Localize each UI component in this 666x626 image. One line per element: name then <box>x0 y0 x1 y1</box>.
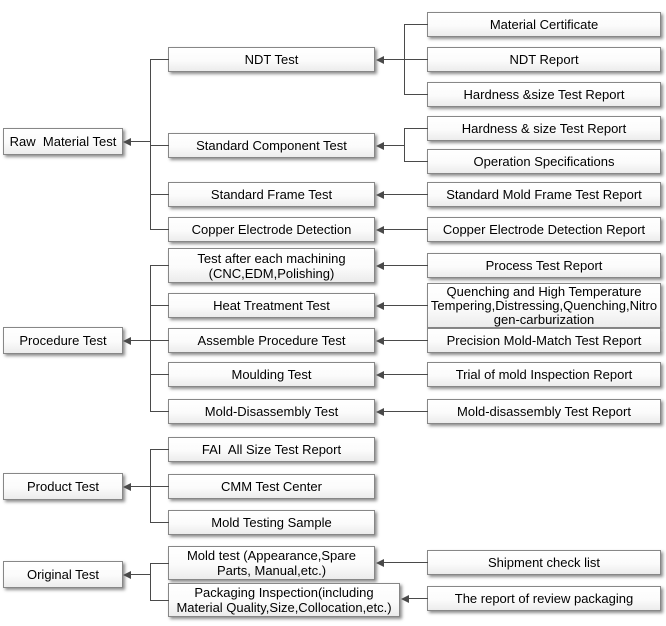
arrowhead-left-icon <box>376 262 384 270</box>
connector-line <box>150 305 169 306</box>
connector-line <box>404 128 428 129</box>
node-product-test: Product Test <box>3 473 123 500</box>
arrowhead-left-icon <box>376 142 384 150</box>
node-precision-mold-match-test-report: Precision Mold-Match Test Report <box>427 328 661 353</box>
node-mold-disassembly-test: Mold-Disassembly Test <box>168 399 375 424</box>
connector-line <box>404 161 428 162</box>
arrowhead-left-icon <box>123 138 131 146</box>
arrowhead-left-icon <box>376 191 384 199</box>
node-fai-all-size-test-report: FAI All Size Test Report <box>168 437 375 462</box>
node-standard-component-test: Standard Component Test <box>168 133 375 158</box>
arrowhead-left-icon <box>376 337 384 345</box>
connector-line <box>150 59 151 230</box>
connector-line <box>150 563 151 601</box>
connector-line <box>150 411 169 412</box>
node-hardness-size-test-report-1: Hardness &size Test Report <box>427 82 661 107</box>
node-operation-specifications: Operation Specifications <box>427 149 661 174</box>
arrowhead-left-icon <box>376 559 384 567</box>
connector-line <box>384 411 428 412</box>
connector-line <box>384 229 428 230</box>
connector-line <box>150 522 169 523</box>
connector-line <box>150 265 151 412</box>
connector-line <box>129 486 151 487</box>
node-procedure-test: Procedure Test <box>3 327 123 354</box>
connector-line <box>150 145 169 146</box>
arrowhead-left-icon <box>123 483 131 491</box>
node-standard-mold-frame-test-report: Standard Mold Frame Test Report <box>427 182 661 207</box>
connector-line <box>384 305 428 306</box>
connector-line <box>129 340 151 341</box>
connector-line <box>150 374 169 375</box>
connector-line <box>150 340 169 341</box>
connector-line <box>409 598 428 599</box>
connector-line <box>383 145 405 146</box>
node-assemble-procedure-test: Assemble Procedure Test <box>168 328 375 353</box>
node-copper-electrode-detection-report: Copper Electrode Detection Report <box>427 217 661 242</box>
node-moulding-test: Moulding Test <box>168 362 375 387</box>
connector-line <box>384 374 428 375</box>
node-packaging-inspection: Packaging Inspection(including Material … <box>168 583 400 617</box>
connector-line <box>129 574 151 575</box>
connector-line <box>150 59 169 60</box>
connector-line <box>404 59 428 60</box>
node-standard-frame-test: Standard Frame Test <box>168 182 375 207</box>
node-test-after-each-machining: Test after each machining (CNC,EDM,Polis… <box>168 248 375 283</box>
node-hardness-size-test-report-2: Hardness & size Test Report <box>427 116 661 141</box>
connector-line <box>384 265 428 266</box>
node-ndt-test: NDT Test <box>168 47 375 72</box>
connector-line <box>383 59 405 60</box>
connector-line <box>150 563 169 564</box>
connector-line <box>150 486 169 487</box>
arrowhead-left-icon <box>123 337 131 345</box>
node-trial-of-mold-inspection-report: Trial of mold Inspection Report <box>427 362 661 387</box>
connector-line <box>129 141 151 142</box>
arrowhead-left-icon <box>123 571 131 579</box>
connector-line <box>150 229 169 230</box>
node-shipment-check-list: Shipment check list <box>427 550 661 575</box>
node-quenching-treatment: Quenching and High Temperature Tempering… <box>427 283 661 328</box>
node-raw-material-test: Raw Material Test <box>3 128 123 155</box>
connector-line <box>404 94 428 95</box>
arrowhead-left-icon <box>376 371 384 379</box>
node-cmm-test-center: CMM Test Center <box>168 474 375 499</box>
node-mold-disassembly-test-report: Mold-disassembly Test Report <box>427 399 661 424</box>
connector-line <box>384 562 428 563</box>
arrowhead-left-icon <box>376 408 384 416</box>
connector-line <box>150 265 169 266</box>
node-original-test: Original Test <box>3 561 123 588</box>
connector-line <box>384 340 428 341</box>
arrowhead-left-icon <box>376 302 384 310</box>
connector-line <box>150 449 169 450</box>
node-process-test-report: Process Test Report <box>427 253 661 278</box>
arrowhead-left-icon <box>376 226 384 234</box>
arrowhead-left-icon <box>401 595 409 603</box>
connector-line <box>404 24 428 25</box>
arrowhead-left-icon <box>376 56 384 64</box>
connector-line <box>150 600 169 601</box>
node-mold-test-appearance: Mold test (Appearance,Spare Parts, Manua… <box>168 546 375 580</box>
connector-line <box>150 194 169 195</box>
node-ndt-report: NDT Report <box>427 47 661 72</box>
connector-line <box>384 194 428 195</box>
node-copper-electrode-detection: Copper Electrode Detection <box>168 217 375 242</box>
node-mold-testing-sample: Mold Testing Sample <box>168 510 375 535</box>
node-heat-treatment-test: Heat Treatment Test <box>168 293 375 318</box>
node-report-of-review-packaging: The report of review packaging <box>427 586 661 611</box>
node-material-certificate: Material Certificate <box>427 12 661 37</box>
